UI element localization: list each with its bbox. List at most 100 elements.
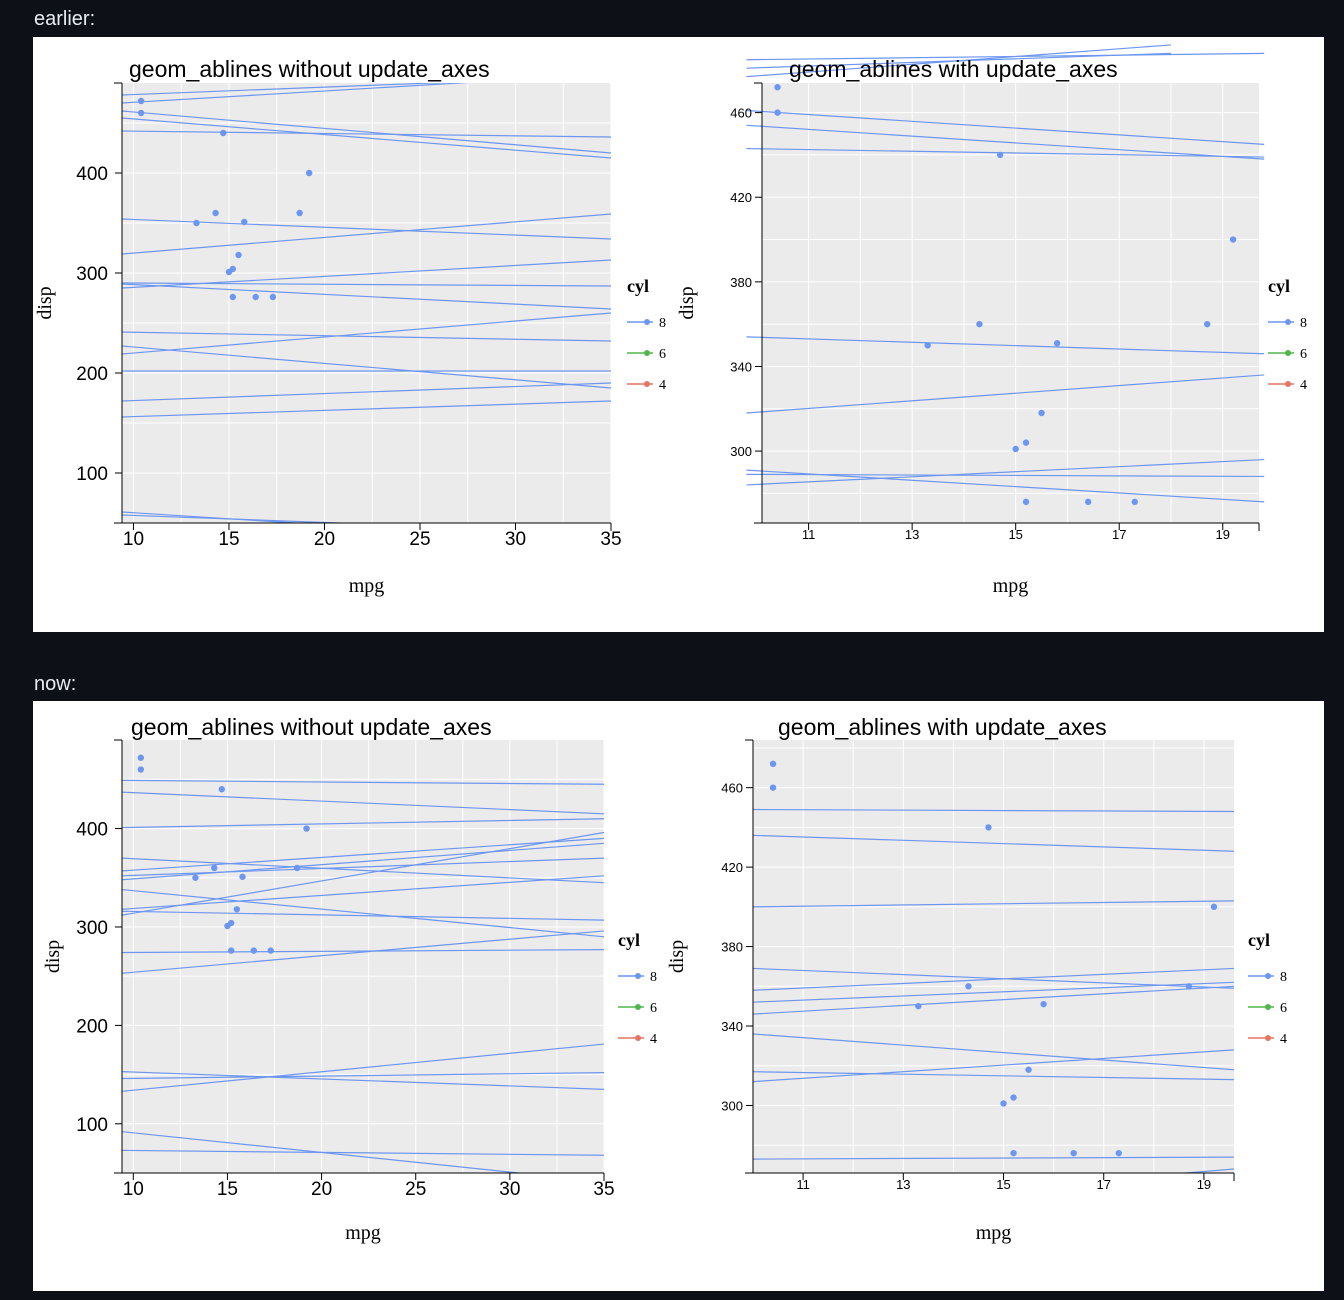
legend: cyl 8 6 4 — [627, 276, 666, 393]
data-point — [212, 209, 219, 217]
abline — [753, 981, 1234, 1003]
y-tick-label: 300 — [76, 918, 108, 939]
abline-group — [753, 808, 1234, 1173]
plot-background — [122, 83, 611, 523]
abline — [746, 458, 1265, 486]
abline — [746, 109, 1265, 145]
x-tick-label: 11 — [802, 527, 816, 542]
abline — [122, 818, 604, 829]
chart-2: 10 15 20 25 30 35 100 200 300 400 geom_ablines wit… — [42, 714, 657, 1244]
earlier-label: earlier: — [34, 8, 96, 30]
data-point — [1012, 445, 1019, 453]
x-axis-label: mpg — [976, 1222, 1012, 1244]
y-tick-label: 460 — [721, 781, 743, 796]
data-point — [269, 293, 277, 301]
legend-key-point — [1265, 1035, 1271, 1041]
data-point — [296, 209, 303, 217]
y-tick-label: 200 — [76, 364, 108, 385]
data-point — [1010, 1149, 1017, 1157]
abline-group — [122, 83, 611, 523]
data-point — [137, 766, 145, 773]
x-axis-label: mpg — [345, 1222, 381, 1244]
x-tick-label: 25 — [405, 1179, 426, 1200]
data-point — [192, 874, 199, 881]
now-charts-svg: 10 15 20 25 30 35 100 200 300 400 geom_ablines wit… — [42, 714, 1287, 1244]
abline — [122, 400, 611, 418]
data-point — [305, 169, 313, 177]
earlier-charts-svg: 10 15 20 25 30 35 100 200 300 400 geom_ablines wit… — [34, 44, 1307, 597]
legend-title: cyl — [1248, 930, 1270, 950]
y-tick-label: 380 — [721, 940, 743, 955]
abline — [753, 967, 1234, 991]
y-tick-label: 400 — [76, 164, 108, 185]
y-tick-label: 420 — [730, 190, 752, 205]
abline — [753, 985, 1234, 1015]
data-point — [1000, 1100, 1007, 1107]
legend-label: 4 — [650, 1032, 657, 1047]
legend-key-point — [1265, 1004, 1271, 1010]
data-point — [924, 342, 931, 349]
x-tick-label: 19 — [1216, 527, 1230, 542]
y-tick-label: 300 — [76, 264, 108, 285]
x-tick-label: 15 — [1008, 527, 1022, 542]
data-point — [1022, 439, 1030, 446]
data-point — [1025, 1066, 1032, 1073]
data-point — [1185, 983, 1193, 990]
x-tick-label: 35 — [600, 529, 621, 550]
data-point — [228, 947, 235, 954]
legend-title: cyl — [618, 930, 640, 950]
abline — [122, 831, 604, 916]
y-axis-label: disp — [666, 940, 688, 973]
data-point — [1053, 339, 1061, 347]
legend-title: cyl — [1268, 276, 1290, 296]
earlier-panel: 10 15 20 25 30 35 100 200 300 400 geom_ablines wit… — [33, 37, 1324, 632]
abline — [122, 930, 604, 974]
y-tick-label: 300 — [721, 1098, 743, 1113]
x-tick-label: 15 — [218, 529, 239, 550]
data-point — [218, 786, 225, 793]
abline — [122, 110, 611, 154]
abline — [122, 910, 604, 921]
legend-label: 8 — [659, 316, 666, 331]
y-tick-label: 460 — [730, 106, 752, 121]
data-point — [1040, 1000, 1047, 1008]
legend-label: 6 — [650, 1001, 657, 1016]
x-tick-label: 20 — [311, 1179, 332, 1200]
abline — [122, 1149, 604, 1156]
y-tick-label: 200 — [76, 1016, 108, 1037]
abline — [122, 779, 604, 785]
abline — [746, 147, 1265, 158]
data-point — [239, 873, 246, 880]
data-point — [965, 983, 972, 990]
data-point — [1204, 320, 1211, 328]
legend-key-point — [635, 973, 641, 979]
chart-title: geom_ablines without update_axes — [131, 714, 492, 740]
legend-key-point — [644, 319, 650, 325]
abline — [122, 130, 611, 138]
abline — [122, 83, 447, 96]
x-tick-label: 17 — [1096, 1177, 1110, 1192]
abline — [1178, 1168, 1234, 1173]
abline — [122, 282, 611, 287]
legend: cyl 8 6 4 — [1268, 276, 1307, 393]
x-tick-label: 17 — [1112, 527, 1126, 542]
data-point — [985, 824, 992, 831]
legend-label: 8 — [1280, 970, 1287, 985]
y-tick-label: 400 — [76, 820, 108, 841]
data-point — [1131, 498, 1138, 506]
abline — [122, 875, 604, 910]
legend: cyl 8 6 4 — [1248, 930, 1287, 1047]
now-panel: 10 15 20 25 30 35 100 200 300 400 geom_ablines wit… — [33, 701, 1324, 1291]
x-axis-label: mpg — [349, 575, 385, 597]
data-point — [211, 864, 218, 872]
x-tick-label: 20 — [314, 529, 335, 550]
abline — [122, 511, 305, 523]
abline — [746, 336, 1265, 355]
abline — [122, 791, 604, 815]
legend-label: 4 — [1300, 378, 1307, 393]
abline — [753, 1071, 1234, 1081]
legend-key-point — [644, 381, 650, 387]
abline — [122, 331, 611, 342]
abline-group — [122, 779, 604, 1173]
abline — [753, 967, 1234, 989]
